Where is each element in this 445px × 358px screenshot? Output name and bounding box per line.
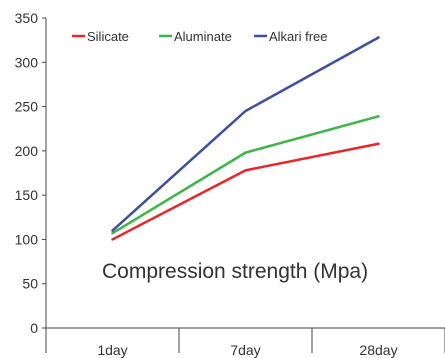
x-tick-label: 1day (97, 342, 127, 358)
y-axis-ticks: 0 50 100 150 200 250 300 350 (15, 10, 46, 336)
y-tick-label: 150 (15, 187, 39, 203)
series-line-alkari-free (111, 36, 380, 232)
legend-label: Aluminate (174, 29, 232, 44)
x-tick-label: 7day (230, 342, 260, 358)
y-tick-label: 350 (15, 10, 39, 26)
legend-label: Silicate (87, 29, 129, 44)
chart-annotation: Compression strength (Mpa) (102, 260, 368, 283)
series-line-silicate (111, 142, 380, 241)
series-lines (111, 36, 380, 241)
legend-label: Alkari free (269, 29, 328, 44)
y-tick-label: 250 (15, 99, 39, 115)
y-tick-label: 200 (15, 143, 39, 159)
series-line-aluminate (111, 115, 380, 235)
x-axis-ticks: 1day 7day 28day (45, 328, 445, 358)
y-tick-label: 0 (30, 320, 38, 336)
legend: Silicate Aluminate Alkari free (72, 29, 328, 44)
y-tick-label: 300 (15, 54, 39, 70)
x-tick-label: 28day (359, 342, 397, 358)
y-tick-label: 50 (22, 276, 38, 292)
y-tick-label: 100 (15, 231, 39, 247)
